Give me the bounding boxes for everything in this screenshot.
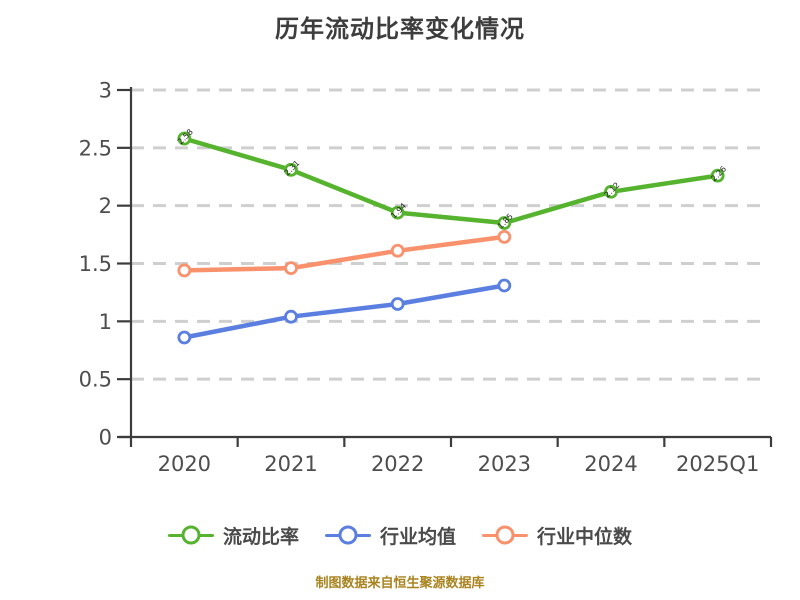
series-line-0 [182,136,720,226]
data-point [390,297,405,311]
data-point [284,162,298,177]
series-line-2 [182,234,507,273]
y-tick-label: 1 [99,310,112,334]
x-tick-label: 2024 [584,452,637,476]
x-tick-label: 2020 [158,452,211,476]
series-line-1 [182,283,507,340]
legend-marker-current-ratio [167,524,214,546]
legend: 流动比率 行业均值 行业中位数 [0,518,800,552]
data-point [710,168,725,183]
x-tick-label: 2021 [264,452,317,476]
legend-item-industry-median: 行业中位数 [482,522,632,549]
legend-circle-icon [181,525,201,545]
x-tick-label: 2023 [478,452,531,476]
data-point [497,229,512,244]
legend-circle-icon [338,525,358,545]
chart-title: 历年流动比率变化情况 [275,15,525,43]
y-tick-label: 1.5 [79,252,112,276]
legend-marker-industry-average [324,524,371,546]
data-point [497,278,512,293]
data-source-note: 制图数据来自恒生聚源数据库 [315,576,485,591]
data-point [177,263,192,278]
legend-label: 行业中位数 [537,525,633,548]
x-tick-label: 2025Q1 [676,452,759,476]
legend-marker-industry-median [482,524,528,546]
data-point [390,243,405,258]
legend-circle-icon [495,525,515,545]
y-tick-label: 0 [99,426,112,450]
y-tick-label: 2.5 [79,136,112,160]
data-point [604,184,618,199]
legend-item-current-ratio: 流动比率 [167,522,299,549]
data-point [390,205,405,220]
legend-label: 流动比率 [222,525,299,548]
y-tick-label: 0.5 [79,368,112,392]
legend-item-industry-average: 行业均值 [324,522,456,549]
data-point [497,216,512,230]
data-point [177,330,192,345]
y-tick-label: 2 [99,194,112,218]
data-point [284,261,298,276]
x-tick-label: 2022 [371,452,424,476]
y-tick-label: 3 [99,79,112,103]
data-point [177,131,192,146]
legend-label: 行业均值 [379,525,456,548]
data-point [284,309,298,324]
